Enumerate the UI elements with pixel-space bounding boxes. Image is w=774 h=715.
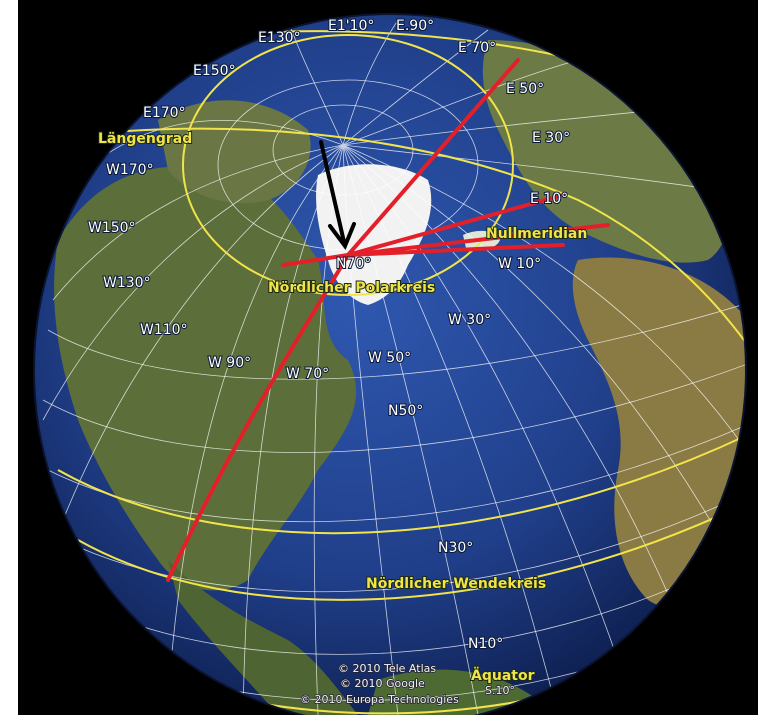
label-nullmeridian: Nullmeridian (486, 226, 587, 242)
label-s10: S.10° (485, 684, 515, 697)
label-laengengrad: Längengrad (98, 131, 192, 147)
globe-map: E1'10° E.90° E130° E 70° E150° E 50° E17… (33, 13, 747, 715)
label-e50: E 50° (506, 81, 544, 97)
prime-meridian-line (37, 127, 746, 361)
label-wendekreis: Nördlicher Wendekreis (366, 576, 546, 592)
red-line-e10 (346, 193, 565, 257)
africa-land (572, 257, 746, 608)
arctic-circle-line (182, 34, 514, 296)
meridian-grid (42, 19, 746, 715)
label-e10: E 10° (530, 191, 568, 207)
attribution: © 2010 Tele Atlas © 2010 Google © 2010 E… (299, 661, 460, 707)
label-polarkreis: Nördlicher Polarkreis (268, 280, 435, 296)
red-line-prime (346, 223, 610, 257)
label-e110: E1'10° (328, 18, 374, 34)
globe-rim (33, 13, 747, 715)
label-w10: W 10° (498, 256, 541, 272)
red-line-west (281, 253, 350, 267)
globe-image-frame: E1'10° E.90° E130° E 70° E150° E 50° E17… (18, 0, 758, 715)
central-america-land (168, 560, 358, 715)
label-w150: W150° (88, 220, 136, 236)
south-america-land (368, 669, 538, 715)
meridian-labels: E1'10° E.90° E130° E 70° E150° E 50° E17… (87, 17, 571, 383)
feature-labels: Längengrad Nullmeridian Nördlicher Polar… (97, 130, 588, 685)
label-w170: W170° (106, 162, 154, 178)
red-arc-e70 (346, 58, 520, 257)
label-e150: E150° (193, 63, 236, 79)
label-n70: N70° (336, 256, 371, 272)
label-w130: W130° (103, 275, 151, 291)
label-n50: N50° (388, 403, 423, 419)
north-america-land (54, 166, 357, 591)
parallel-labels: N70° N50° N30° N10° S.10° (335, 255, 516, 698)
label-w30: W 30° (448, 312, 491, 328)
red-arc-w70 (166, 253, 350, 582)
attribution-google: © 2010 Google (340, 677, 425, 690)
red-arrows (166, 58, 610, 582)
black-arrow (319, 140, 356, 251)
label-e30: E 30° (532, 130, 570, 146)
label-aequator: Äquator (471, 667, 535, 684)
attribution-europa: © 2010 Europa Technologies (300, 693, 459, 706)
label-w70: W 70° (286, 366, 329, 382)
canadian-arctic-land (158, 100, 311, 204)
label-n30: N30° (438, 540, 473, 556)
label-w50: W 50° (368, 350, 411, 366)
label-e130: E130° (258, 30, 301, 46)
label-e90: E.90° (396, 18, 434, 34)
europe-land (482, 40, 730, 263)
label-e70: E 70° (458, 40, 496, 56)
red-line-w10 (346, 243, 565, 257)
tropic-line (57, 429, 746, 535)
attribution-tele-atlas: © 2010 Tele Atlas (338, 662, 436, 675)
tropic-line-lower (77, 499, 746, 601)
label-n10: N10° (468, 636, 503, 652)
label-w90: W 90° (208, 355, 251, 371)
label-w110: W110° (140, 322, 188, 338)
label-e170: E170° (143, 105, 186, 121)
